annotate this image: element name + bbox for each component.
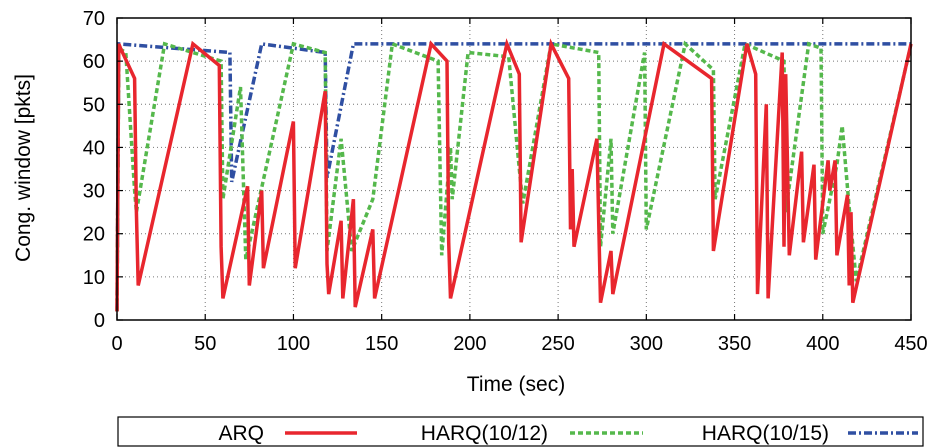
legend-box: [117, 416, 924, 447]
x-tick-label: 450: [894, 333, 927, 355]
legend: ARQ HARQ(10/12) HARQ(10/15): [117, 416, 924, 447]
legend-label-arq: ARQ: [218, 422, 264, 445]
y-tick-label: 0: [94, 310, 105, 332]
axis-ticks: 0 50 100 150 200 250 300 350 400 450 0 10 20 30 40 50 60…: [83, 8, 928, 355]
y-tick-label: 70: [83, 8, 105, 30]
y-tick-label: 40: [83, 137, 105, 159]
legend-label-harq-10-15: HARQ(10/15): [702, 422, 829, 445]
plot-frame: [116, 17, 912, 321]
y-tick-label: 20: [83, 224, 105, 246]
series-layer: [115, 38, 913, 312]
x-tick-label: 50: [194, 333, 216, 355]
y-tick-label: 30: [83, 181, 105, 203]
legend-label-harq-10-12: HARQ(10/12): [421, 422, 548, 445]
y-tick-label: 60: [83, 51, 105, 73]
x-tick-label: 350: [718, 333, 751, 355]
x-axis-label: Time (sec): [467, 373, 565, 396]
y-tick-label: 50: [83, 94, 105, 116]
x-tick-label: 250: [541, 333, 574, 355]
x-tick-label: 100: [277, 333, 310, 355]
series-line-arq: [115, 38, 913, 312]
series-line-harq-10-15: [115, 41, 911, 312]
series-line-harq-10-12: [115, 40, 911, 312]
x-tick-label: 0: [111, 333, 122, 355]
y-tick-label: 10: [83, 267, 105, 289]
y-axis-label: Cong. window [pkts]: [12, 74, 35, 262]
plot-border: [116, 17, 912, 321]
x-tick-label: 200: [453, 333, 486, 355]
x-tick-label: 400: [806, 333, 839, 355]
x-tick-label: 150: [365, 333, 398, 355]
x-tick-label: 300: [630, 333, 663, 355]
